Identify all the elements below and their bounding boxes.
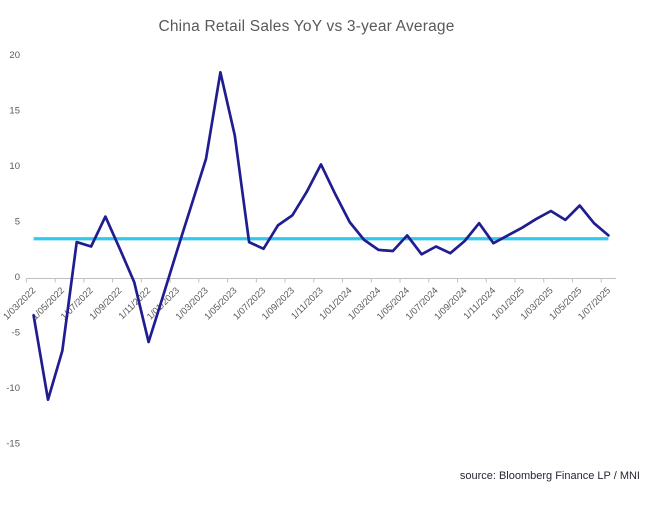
y-tick-label: 20: [9, 50, 20, 61]
y-tick-label: 5: [15, 217, 20, 228]
y-tick-label: 15: [9, 106, 20, 117]
y-tick-label: 10: [9, 161, 20, 172]
y-tick-label: -5: [12, 328, 20, 339]
y-tick-label: -10: [6, 383, 20, 394]
retail-sales-line: [32, 70, 610, 402]
chart-title: China Retail Sales YoY vs 3-year Average: [158, 18, 455, 35]
y-tick-label: 0: [15, 272, 20, 283]
source-note: source: Bloomberg Finance LP / MNI: [459, 470, 640, 482]
y-tick-label: -15: [6, 439, 20, 450]
